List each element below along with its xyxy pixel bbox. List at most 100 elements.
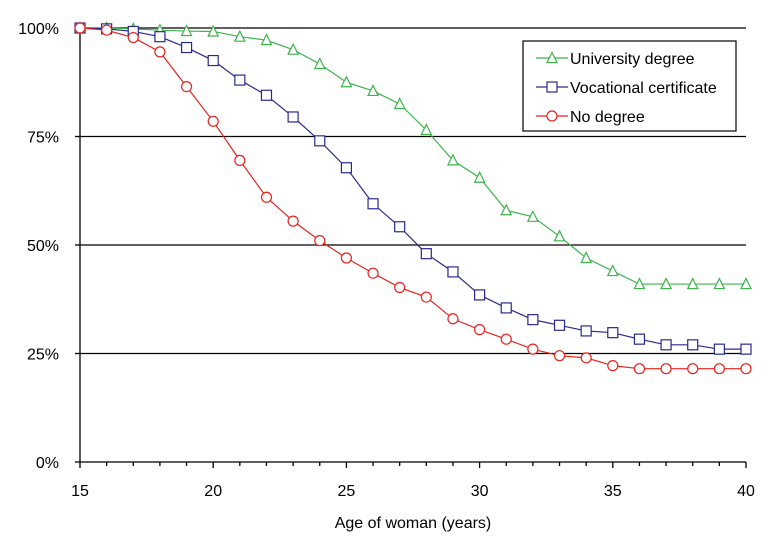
- x-tick-label: 15: [71, 483, 89, 500]
- data-point-university-degree: [260, 33, 273, 46]
- legend-item-no-degree: No degree: [536, 109, 645, 126]
- series-layer: [74, 21, 752, 375]
- data-point-no-degree: [207, 115, 219, 127]
- data-point-vocational-certificate: [660, 339, 672, 351]
- x-tick-label: 35: [604, 483, 622, 500]
- data-point-vocational-certificate: [154, 31, 166, 43]
- data-point-no-degree: [74, 22, 86, 34]
- x-tick-label: 30: [471, 483, 489, 500]
- data-point-no-degree: [713, 363, 725, 375]
- x-axis-label: Age of woman (years): [335, 515, 492, 532]
- legend-marker: [546, 81, 558, 93]
- data-point-no-degree: [127, 31, 139, 44]
- legend-marker: [546, 110, 558, 122]
- series-line-university-degree: [80, 27, 746, 285]
- data-point-vocational-certificate: [740, 343, 752, 355]
- data-point-university-degree: [340, 75, 353, 88]
- data-point-vocational-certificate: [340, 162, 352, 174]
- data-point-university-degree: [233, 29, 246, 42]
- data-point-vocational-certificate: [394, 221, 406, 233]
- data-point-vocational-certificate: [687, 339, 699, 351]
- data-point-no-degree: [394, 281, 406, 294]
- data-point-no-degree: [527, 343, 539, 355]
- data-point-no-degree: [287, 215, 299, 227]
- legend-label: University degree: [570, 51, 695, 68]
- tick-labels: 0% 25% 50% 75% 100% 15 20 25 30 35 40: [18, 21, 755, 500]
- data-point-no-degree: [740, 363, 752, 375]
- data-point-no-degree: [367, 267, 379, 279]
- data-point-no-degree: [580, 352, 592, 364]
- series-no-degree: [74, 22, 752, 375]
- data-point-no-degree: [234, 154, 246, 166]
- x-tick-label: 25: [338, 483, 356, 500]
- data-point-university-degree: [740, 277, 752, 290]
- series-vocational-certificate: [74, 22, 752, 355]
- data-point-university-degree: [393, 97, 406, 110]
- data-point-vocational-certificate: [527, 314, 539, 326]
- data-point-vocational-certificate: [553, 319, 566, 331]
- y-tick-label: 0%: [36, 455, 59, 472]
- x-tick-label: 40: [737, 483, 755, 500]
- data-point-university-degree: [420, 123, 433, 136]
- data-point-no-degree: [687, 363, 699, 375]
- data-point-vocational-certificate: [314, 135, 326, 147]
- data-point-university-degree: [580, 251, 593, 264]
- data-point-university-degree: [367, 84, 380, 97]
- legend-marker: [546, 51, 558, 64]
- legend-item-vocational-certificate: Vocational certificate: [536, 80, 717, 97]
- axes: [75, 27, 747, 468]
- data-point-university-degree: [553, 229, 566, 242]
- data-point-university-degree: [713, 277, 726, 290]
- data-point-vocational-certificate: [474, 289, 486, 301]
- data-point-university-degree: [660, 277, 673, 290]
- data-point-vocational-certificate: [607, 327, 619, 339]
- data-point-no-degree: [340, 252, 352, 264]
- data-point-no-degree: [101, 24, 113, 36]
- data-point-university-degree: [526, 209, 539, 222]
- data-point-university-degree: [500, 203, 513, 216]
- data-point-no-degree: [553, 350, 566, 362]
- y-tick-label: 75%: [27, 130, 59, 147]
- data-point-vocational-certificate: [580, 325, 592, 337]
- data-point-no-degree: [633, 363, 646, 375]
- data-point-vocational-certificate: [633, 333, 646, 345]
- grid-lines: [80, 27, 746, 355]
- data-point-no-degree: [314, 235, 326, 247]
- data-point-vocational-certificate: [207, 54, 219, 67]
- data-point-no-degree: [180, 80, 193, 93]
- data-point-no-degree: [154, 46, 166, 58]
- data-point-no-degree: [500, 333, 512, 345]
- data-point-university-degree: [606, 264, 619, 277]
- y-tick-label: 25%: [27, 347, 59, 364]
- data-point-university-degree: [207, 24, 220, 37]
- data-point-university-degree: [313, 57, 326, 70]
- data-point-university-degree: [633, 277, 646, 290]
- data-point-university-degree: [686, 277, 699, 290]
- legend-label: No degree: [570, 109, 645, 126]
- data-point-university-degree: [287, 42, 300, 55]
- data-point-no-degree: [420, 291, 432, 303]
- data-point-vocational-certificate: [447, 266, 459, 278]
- data-point-vocational-certificate: [287, 111, 299, 123]
- legend: University degree Vocational certificate N…: [522, 40, 737, 132]
- data-point-vocational-certificate: [500, 302, 512, 314]
- data-point-university-degree: [473, 170, 486, 183]
- legend-label: Vocational certificate: [570, 80, 717, 97]
- data-point-no-degree: [474, 324, 486, 336]
- data-point-vocational-certificate: [180, 41, 193, 54]
- data-point-no-degree: [660, 363, 672, 375]
- data-point-vocational-certificate: [420, 248, 432, 260]
- data-point-university-degree: [180, 24, 193, 37]
- legend-item-university-degree: University degree: [536, 51, 695, 68]
- data-point-no-degree: [607, 360, 619, 372]
- data-point-vocational-certificate: [367, 198, 379, 210]
- x-tick-label: 20: [204, 483, 222, 500]
- data-point-no-degree: [260, 191, 273, 203]
- y-tick-label: 50%: [27, 238, 59, 255]
- y-tick-label: 100%: [18, 21, 59, 38]
- data-point-vocational-certificate: [713, 343, 725, 355]
- data-point-vocational-certificate: [234, 74, 246, 86]
- data-point-vocational-certificate: [260, 89, 273, 101]
- data-point-university-degree: [446, 153, 459, 166]
